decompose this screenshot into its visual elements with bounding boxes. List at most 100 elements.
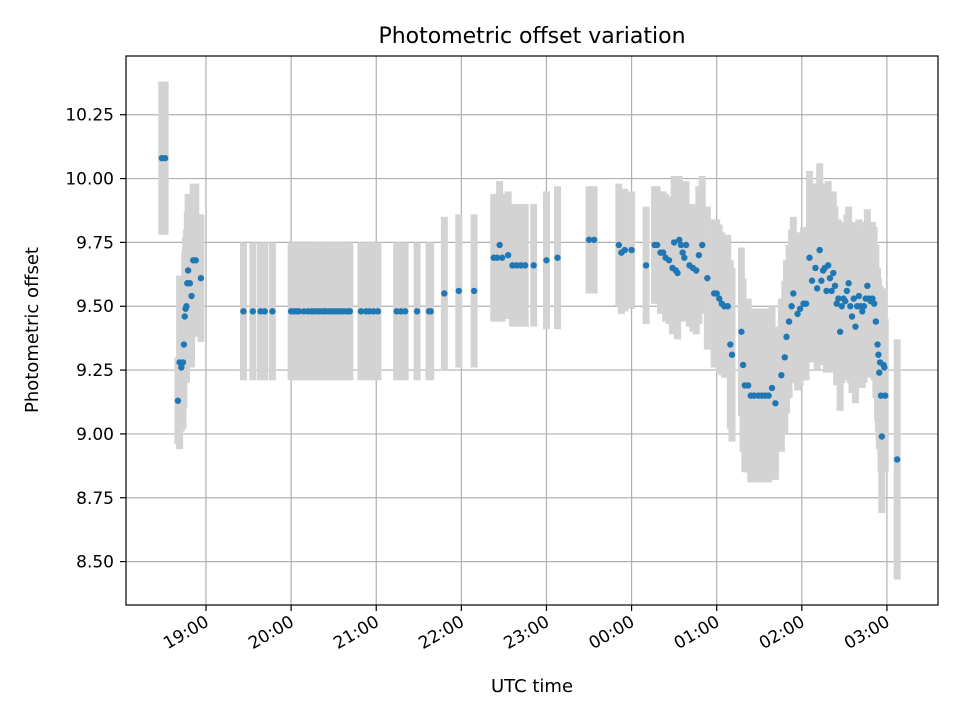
data-point bbox=[413, 308, 421, 315]
y-tick-label: 9.25 bbox=[76, 361, 114, 381]
data-point bbox=[765, 392, 772, 399]
data-point bbox=[833, 300, 840, 307]
data-point bbox=[665, 257, 673, 264]
data-point bbox=[835, 295, 842, 302]
data-points bbox=[158, 154, 901, 463]
data-point bbox=[874, 341, 881, 348]
data-point bbox=[744, 382, 752, 389]
data-point bbox=[677, 241, 685, 249]
data-point bbox=[346, 308, 354, 315]
y-tick-label: 10.25 bbox=[65, 106, 114, 126]
data-point bbox=[876, 369, 883, 376]
data-point bbox=[836, 328, 844, 335]
data-point bbox=[197, 274, 205, 282]
data-point bbox=[174, 397, 182, 404]
data-point bbox=[848, 313, 856, 320]
chart-title: Photometric offset variation bbox=[378, 24, 685, 49]
data-point bbox=[192, 257, 199, 264]
data-point bbox=[843, 287, 851, 295]
data-point bbox=[882, 392, 889, 399]
data-point bbox=[269, 308, 276, 315]
data-point bbox=[852, 323, 859, 330]
data-point bbox=[728, 351, 736, 358]
data-point bbox=[864, 282, 871, 290]
data-point bbox=[161, 154, 169, 162]
data-point bbox=[727, 341, 734, 348]
data-point bbox=[186, 280, 194, 287]
data-point bbox=[818, 277, 825, 284]
data-point bbox=[813, 285, 821, 292]
data-point bbox=[693, 267, 700, 274]
data-point bbox=[850, 295, 857, 302]
data-point bbox=[826, 274, 834, 282]
data-point bbox=[653, 241, 661, 249]
data-point bbox=[621, 246, 628, 254]
data-point bbox=[808, 277, 816, 284]
data-point bbox=[704, 274, 711, 282]
data-point bbox=[401, 308, 409, 315]
data-point bbox=[180, 341, 188, 348]
data-point bbox=[530, 262, 537, 269]
data-point bbox=[178, 364, 185, 371]
data-point bbox=[441, 290, 448, 297]
data-point bbox=[847, 303, 854, 310]
data-point bbox=[713, 290, 720, 297]
data-point bbox=[823, 287, 830, 295]
data-point bbox=[828, 287, 835, 295]
data-point bbox=[261, 308, 268, 315]
data-point bbox=[739, 361, 747, 369]
data-point bbox=[543, 257, 550, 264]
data-point bbox=[893, 456, 901, 463]
data-point bbox=[816, 246, 823, 254]
data-point bbox=[859, 308, 866, 315]
data-point bbox=[183, 303, 190, 310]
data-point bbox=[860, 303, 868, 310]
data-point bbox=[554, 254, 561, 261]
data-point bbox=[778, 371, 785, 379]
y-axis-label: Photometric offset bbox=[22, 247, 43, 413]
data-point bbox=[825, 262, 832, 269]
plot-frame bbox=[125, 55, 939, 606]
data-point bbox=[838, 303, 846, 310]
data-point bbox=[870, 300, 878, 307]
data-point bbox=[682, 241, 690, 249]
data-point bbox=[374, 308, 382, 315]
data-point bbox=[181, 313, 188, 320]
data-point bbox=[679, 249, 686, 256]
data-point bbox=[681, 254, 688, 261]
data-point bbox=[179, 359, 187, 366]
y-tick-label: 8.75 bbox=[76, 489, 114, 509]
data-point bbox=[427, 308, 434, 315]
data-point bbox=[802, 300, 810, 307]
data-point bbox=[724, 303, 731, 310]
data-point bbox=[794, 310, 801, 318]
data-point bbox=[855, 292, 863, 300]
data-point bbox=[670, 239, 678, 246]
data-point bbox=[504, 251, 512, 259]
data-point bbox=[845, 280, 852, 287]
data-point bbox=[831, 282, 839, 290]
data-point bbox=[716, 295, 723, 302]
data-point bbox=[790, 290, 797, 297]
data-point bbox=[184, 267, 192, 274]
data-point bbox=[590, 236, 598, 244]
y-tick-label: 9.50 bbox=[76, 297, 114, 317]
data-point bbox=[615, 241, 623, 249]
data-point bbox=[357, 308, 365, 315]
data-point bbox=[499, 254, 506, 261]
data-point bbox=[521, 262, 529, 269]
data-point bbox=[812, 264, 819, 272]
data-point bbox=[455, 287, 463, 295]
y-tick-label: 9.00 bbox=[76, 425, 114, 445]
data-point bbox=[772, 400, 779, 407]
y-tick-label: 9.75 bbox=[76, 233, 114, 253]
data-point bbox=[881, 364, 888, 371]
data-point bbox=[240, 308, 247, 315]
data-point bbox=[878, 433, 886, 440]
data-point bbox=[695, 251, 703, 259]
data-point bbox=[830, 269, 837, 277]
y-tick-label: 10.00 bbox=[65, 170, 114, 190]
data-point bbox=[768, 384, 776, 392]
